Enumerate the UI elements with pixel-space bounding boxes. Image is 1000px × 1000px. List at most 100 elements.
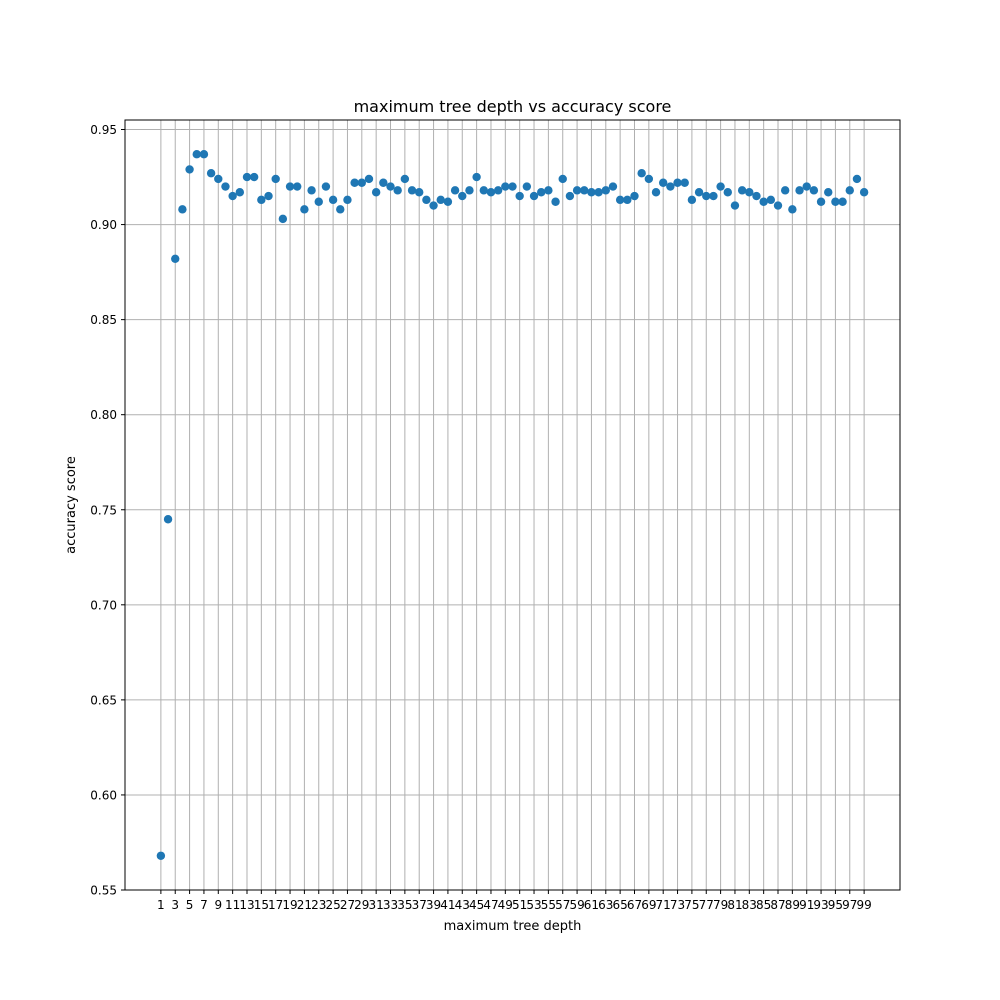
data-point — [257, 195, 266, 205]
data-point — [185, 165, 194, 174]
data-point — [587, 188, 596, 197]
y-tick-label: 0.65 — [90, 693, 117, 707]
data-point — [465, 186, 474, 195]
data-point — [773, 201, 783, 210]
data-point — [551, 197, 560, 206]
y-tick-label: 0.60 — [90, 788, 117, 802]
data-point — [436, 195, 445, 205]
data-point — [479, 186, 488, 195]
data-point — [529, 191, 539, 201]
x-tick-label: 25 — [325, 898, 340, 912]
x-tick-label: 55 — [541, 898, 556, 912]
x-tick-label: 63 — [598, 898, 613, 912]
data-point — [357, 178, 367, 187]
data-point — [472, 172, 481, 182]
data-point — [364, 174, 374, 184]
x-tick-label: 79 — [713, 898, 728, 912]
data-point — [824, 188, 833, 197]
data-point — [271, 174, 280, 184]
data-point — [407, 186, 417, 195]
x-tick-label: 69 — [641, 898, 656, 912]
x-tick-label: 75 — [684, 898, 699, 912]
data-point — [178, 205, 187, 214]
data-point — [752, 191, 761, 201]
x-tick-label: 99 — [856, 898, 871, 912]
data-point — [637, 169, 646, 178]
data-point — [314, 197, 323, 206]
data-point — [249, 172, 259, 182]
data-point — [343, 195, 352, 205]
data-point — [651, 188, 661, 197]
y-axis-label: accuracy score — [64, 456, 79, 554]
x-tick-label: 39 — [426, 898, 441, 912]
x-tick-label: 27 — [340, 898, 355, 912]
data-point — [615, 195, 625, 205]
x-tick-label: 31 — [369, 898, 384, 912]
data-point — [336, 205, 345, 214]
data-point — [845, 186, 854, 195]
x-tick-label: 83 — [742, 898, 757, 912]
data-point — [780, 186, 790, 195]
x-tick-label: 87 — [770, 898, 785, 912]
data-point — [558, 174, 567, 184]
x-tick-label: 1 — [157, 898, 165, 912]
x-tick-label: 17 — [268, 898, 283, 912]
x-tick-label: 61 — [584, 898, 599, 912]
data-point — [221, 182, 230, 191]
data-point — [393, 186, 402, 195]
data-point — [386, 182, 395, 191]
data-point — [601, 186, 610, 195]
data-point — [608, 182, 618, 191]
data-point — [809, 186, 819, 195]
data-point — [666, 182, 675, 191]
data-point — [737, 186, 747, 195]
data-point — [321, 182, 331, 191]
data-point — [816, 197, 826, 206]
x-tick-label: 11 — [225, 898, 240, 912]
y-tick-label: 0.80 — [90, 408, 117, 422]
data-point — [702, 191, 711, 201]
data-points — [156, 150, 869, 860]
data-point — [838, 197, 847, 206]
x-tick-label: 65 — [612, 898, 627, 912]
data-point — [415, 188, 424, 197]
data-point — [515, 191, 524, 201]
data-point — [831, 197, 840, 206]
data-point — [709, 191, 718, 201]
x-tick-label: 85 — [756, 898, 771, 912]
data-point — [458, 191, 467, 201]
y-tick-label: 0.70 — [90, 598, 117, 612]
data-point — [859, 188, 869, 197]
x-tick-label: 89 — [785, 898, 800, 912]
data-point — [422, 195, 431, 205]
data-point — [206, 169, 216, 178]
x-tick-label: 91 — [799, 898, 814, 912]
x-tick-label: 71 — [656, 898, 671, 912]
data-point — [852, 174, 862, 184]
x-tick-label: 47 — [483, 898, 498, 912]
x-tick-label: 95 — [828, 898, 843, 912]
x-tick-label: 33 — [383, 898, 398, 912]
x-tick-label: 19 — [282, 898, 297, 912]
data-point — [214, 174, 223, 184]
x-tick-label: 93 — [813, 898, 828, 912]
data-point — [766, 195, 776, 205]
data-point — [328, 195, 338, 205]
data-point — [802, 182, 811, 191]
x-tick-label: 41 — [440, 898, 455, 912]
x-tick-label: 77 — [699, 898, 714, 912]
data-point — [594, 188, 603, 197]
data-point — [429, 201, 438, 210]
data-point — [307, 186, 316, 195]
y-tick-label: 0.90 — [90, 218, 117, 232]
data-point — [285, 182, 295, 191]
data-point — [264, 191, 273, 201]
data-point — [486, 188, 496, 197]
data-point — [379, 178, 388, 187]
data-point — [300, 205, 309, 214]
data-point — [580, 186, 589, 195]
data-point — [623, 195, 632, 205]
data-point — [235, 188, 245, 197]
